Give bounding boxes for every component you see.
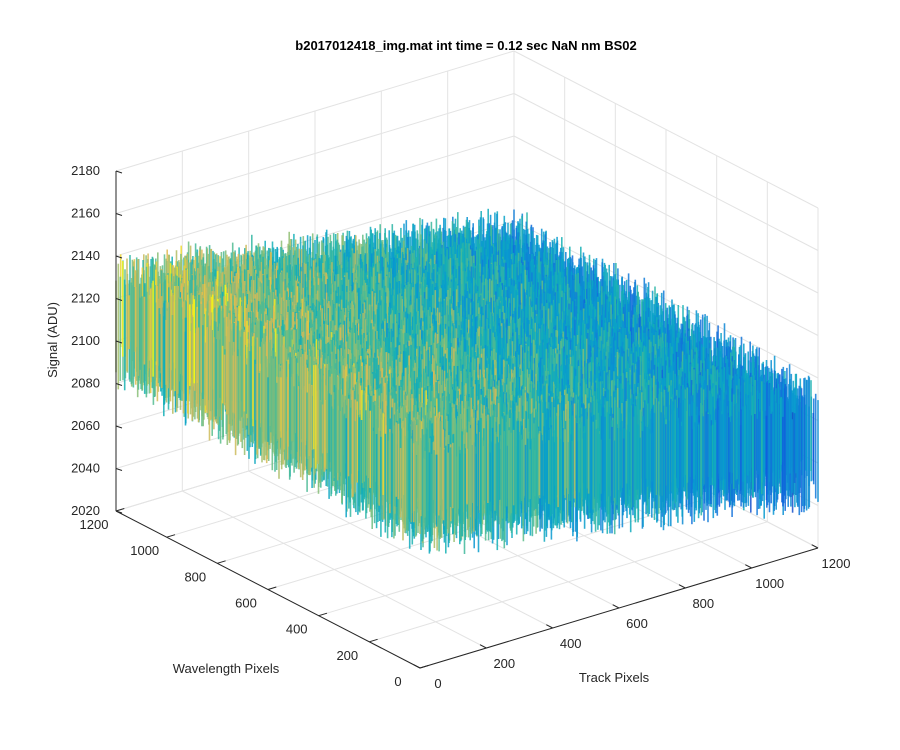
surface-mesh: [115, 208, 819, 554]
sidewall-grid-z: [513, 220, 819, 379]
backwall-grid-z: [115, 93, 515, 214]
sidewall-grid-z: [513, 93, 819, 251]
floor-grid-y: [318, 495, 717, 617]
floor-grid-y: [369, 521, 768, 643]
sidewall-grid-z: [513, 50, 819, 209]
sidewall-grid-z: [513, 135, 819, 294]
backwall-grid-z: [115, 50, 515, 172]
sidewall-grid-z: [513, 178, 819, 336]
backwall-grid-z: [115, 135, 515, 257]
